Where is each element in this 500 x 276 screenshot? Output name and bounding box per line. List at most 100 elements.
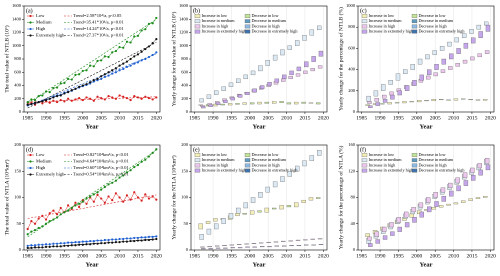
data-point — [151, 22, 154, 25]
data-point — [103, 201, 106, 204]
data-point — [114, 71, 117, 74]
data-point — [140, 160, 143, 163]
data-point — [136, 196, 140, 199]
x-tick-label: 2020 — [485, 115, 496, 121]
change-box — [200, 105, 205, 107]
data-point — [74, 244, 77, 247]
legend-swatch — [194, 163, 201, 168]
trend-line — [27, 150, 157, 238]
legend-label: Increase in extremely high — [369, 168, 414, 173]
data-point — [118, 64, 121, 67]
change-box — [230, 97, 235, 101]
data-point — [63, 92, 66, 95]
data-point — [67, 204, 70, 207]
data-point — [144, 28, 147, 31]
change-box — [485, 164, 491, 171]
change-box — [273, 241, 279, 243]
change-box — [214, 245, 220, 247]
legend-label: Increase in high — [202, 162, 230, 167]
change-box — [404, 211, 409, 218]
y-tick-label: 400 — [14, 83, 22, 88]
change-box — [368, 243, 373, 247]
data-point — [129, 169, 132, 172]
legend-swatch — [244, 24, 251, 29]
data-point — [74, 201, 77, 204]
change-box — [389, 222, 394, 228]
change-box — [447, 41, 452, 47]
data-point — [147, 235, 151, 238]
data-point — [30, 98, 33, 101]
legend-label: Increase in extremely high — [202, 29, 247, 34]
x-tick-label: 1985 — [22, 115, 33, 121]
legend-label: Increase in extremely high — [369, 29, 414, 34]
x-tick-label: 2020 — [485, 253, 496, 259]
data-point — [118, 237, 121, 241]
change-box — [426, 197, 431, 203]
trend-line — [27, 18, 157, 104]
data-point — [155, 96, 158, 99]
change-box — [250, 70, 256, 76]
data-point — [52, 218, 55, 221]
y-tick-label: 1400 — [12, 16, 22, 21]
x-tick-label: 2020 — [151, 253, 162, 259]
change-box — [484, 157, 490, 164]
change-box — [213, 103, 218, 107]
trend-line — [27, 53, 157, 107]
change-box — [257, 210, 262, 213]
change-box — [409, 213, 414, 218]
data-point — [118, 176, 121, 179]
legend-trend-label: Trend=14.24*10⁴/a, p<0.01 — [73, 26, 124, 32]
data-point — [100, 59, 103, 62]
data-point — [151, 151, 154, 154]
data-point — [63, 242, 66, 245]
change-box — [288, 76, 293, 80]
data-point — [111, 199, 114, 202]
change-box — [412, 80, 417, 86]
y-axis-title: The total value of NTLB (10⁶) — [3, 25, 10, 92]
data-point — [41, 246, 44, 249]
data-point — [59, 245, 62, 248]
data-point — [78, 96, 81, 100]
legend-label: Increase in low — [202, 152, 228, 157]
data-point — [67, 77, 70, 80]
data-point — [144, 193, 147, 196]
change-box — [303, 239, 308, 241]
data-point — [81, 69, 84, 73]
legend-label: Decrease in medium — [252, 18, 287, 23]
data-point — [133, 191, 136, 194]
legend-trend-label: Trend=0.60*10⁴km²/a, p<0.01 — [73, 165, 129, 171]
change-box — [476, 24, 482, 30]
data-point — [147, 197, 151, 200]
x-axis-title: Year — [86, 261, 99, 268]
data-point — [78, 85, 81, 88]
data-point — [52, 245, 55, 248]
change-box — [455, 177, 460, 184]
change-box — [455, 63, 460, 67]
change-box — [272, 54, 278, 61]
change-box — [310, 238, 315, 240]
legend-swatch — [244, 29, 251, 34]
x-tick-label: 2005 — [263, 115, 274, 121]
legend-trend-label: Trend=4.64*10⁴km²/a, p<0.01 — [73, 159, 129, 165]
change-box — [265, 186, 270, 193]
change-box — [236, 78, 241, 83]
y-tick-label: 120 — [348, 168, 356, 173]
change-box — [286, 205, 292, 208]
data-point — [114, 97, 117, 100]
data-point — [133, 35, 136, 38]
data-point — [125, 237, 129, 240]
change-box — [201, 106, 206, 109]
change-box — [388, 80, 393, 85]
data-point — [122, 62, 125, 65]
y-axis-title: The total value of NTLA (10⁴km²) — [3, 159, 10, 235]
data-point — [107, 74, 110, 77]
x-tick-label: 2010 — [281, 115, 292, 121]
x-tick-label: 2015 — [132, 115, 143, 121]
legend-swatch — [194, 14, 201, 18]
data-point — [140, 29, 143, 32]
change-box — [389, 91, 394, 96]
change-box — [426, 206, 432, 213]
change-box — [439, 46, 445, 51]
data-point — [122, 237, 125, 241]
x-tick-label: 1985 — [22, 253, 33, 259]
